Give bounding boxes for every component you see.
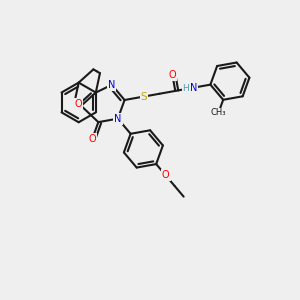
Text: H: H [183, 84, 189, 93]
Text: O: O [74, 99, 82, 109]
Text: S: S [141, 92, 147, 101]
Text: O: O [88, 134, 96, 144]
Text: CH₃: CH₃ [211, 108, 226, 117]
Text: N: N [114, 114, 122, 124]
Text: N: N [108, 80, 116, 90]
Text: O: O [169, 70, 176, 80]
Text: O: O [162, 170, 169, 180]
Text: N: N [190, 83, 198, 93]
